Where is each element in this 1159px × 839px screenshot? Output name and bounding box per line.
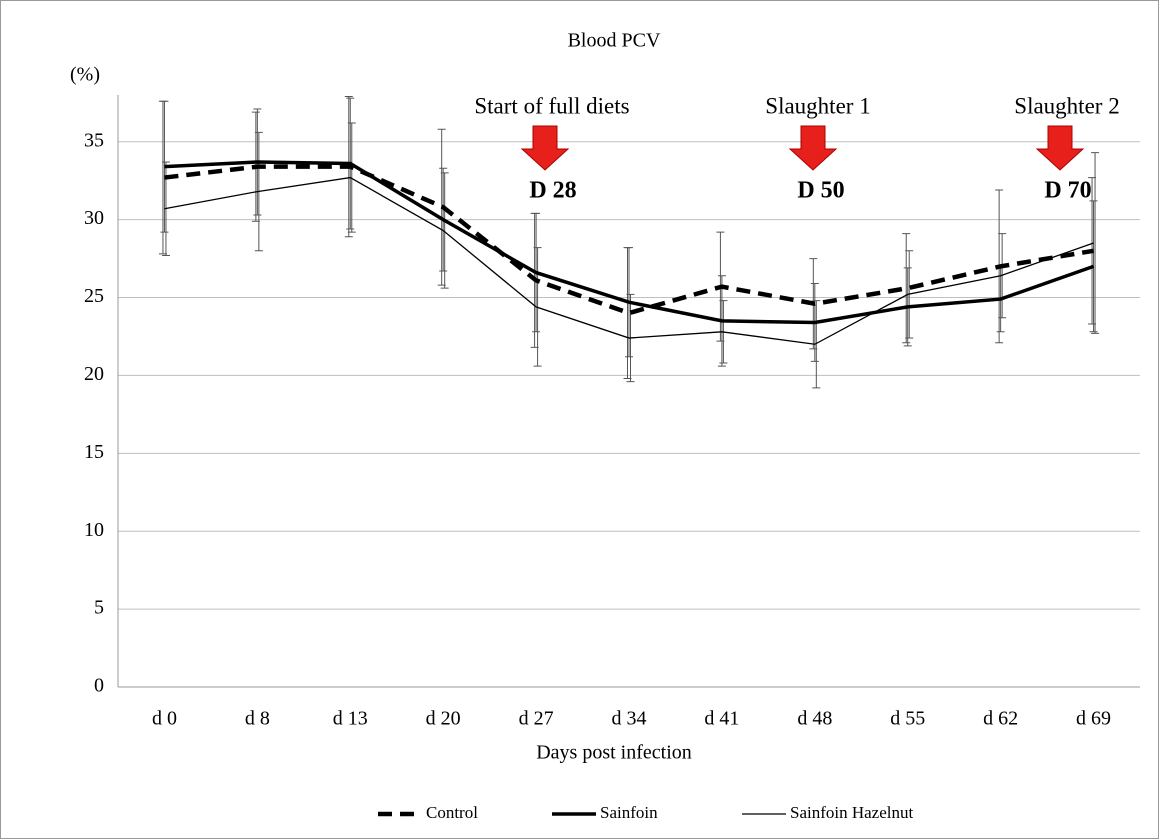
legend-label: Control: [426, 803, 478, 822]
annotation-arrow: [520, 125, 570, 171]
x-tick-label: d 55: [890, 708, 925, 730]
y-tick-label: 0: [94, 675, 104, 697]
x-tick-label: d 69: [1076, 708, 1111, 730]
y-tick-label: 35: [84, 129, 104, 151]
annotation-text: Start of full diets: [474, 93, 629, 118]
error-bar: [1091, 152, 1100, 334]
x-tick-label: d 41: [704, 708, 739, 730]
y-tick-label: 5: [94, 597, 104, 619]
error-bar: [347, 122, 356, 233]
annotation-arrow: [1035, 125, 1085, 171]
x-axis-label: Days post infection: [536, 742, 692, 764]
y-tick-label: 20: [84, 363, 104, 385]
legend-label: Sainfoin Hazelnut: [790, 803, 913, 822]
series-line: [164, 176, 1094, 345]
y-tick-label: 30: [84, 207, 104, 229]
x-tick-label: d 34: [612, 708, 647, 730]
series-line: [164, 164, 1094, 316]
annotation-day: D 28: [529, 178, 576, 204]
error-bar: [1089, 200, 1098, 333]
series-line: [164, 160, 1095, 325]
y-tick-label: 15: [84, 441, 104, 463]
error-bar: [440, 172, 449, 289]
x-tick-label: d 8: [245, 708, 270, 730]
x-tick-label: d 0: [152, 708, 177, 730]
annotation-text: Slaughter 2: [1014, 93, 1119, 118]
legend-label: Sainfoin: [600, 803, 658, 822]
y-axis-label: (%): [70, 64, 100, 86]
x-tick-label: d 48: [797, 708, 832, 730]
x-tick-label: d 27: [519, 708, 554, 730]
y-tick-label: 10: [84, 519, 104, 541]
annotation-day: D 70: [1044, 178, 1091, 204]
error-bar: [902, 233, 911, 344]
x-tick-label: d 13: [333, 708, 368, 730]
annotation-text: Slaughter 1: [765, 93, 870, 118]
y-tick-label: 25: [84, 285, 104, 307]
x-tick-label: d 20: [426, 708, 461, 730]
chart-title: Blood PCV: [568, 30, 661, 52]
annotation-arrow: [788, 125, 838, 171]
error-bar: [812, 300, 821, 389]
x-tick-label: d 62: [983, 708, 1018, 730]
annotation-day: D 50: [797, 178, 844, 204]
